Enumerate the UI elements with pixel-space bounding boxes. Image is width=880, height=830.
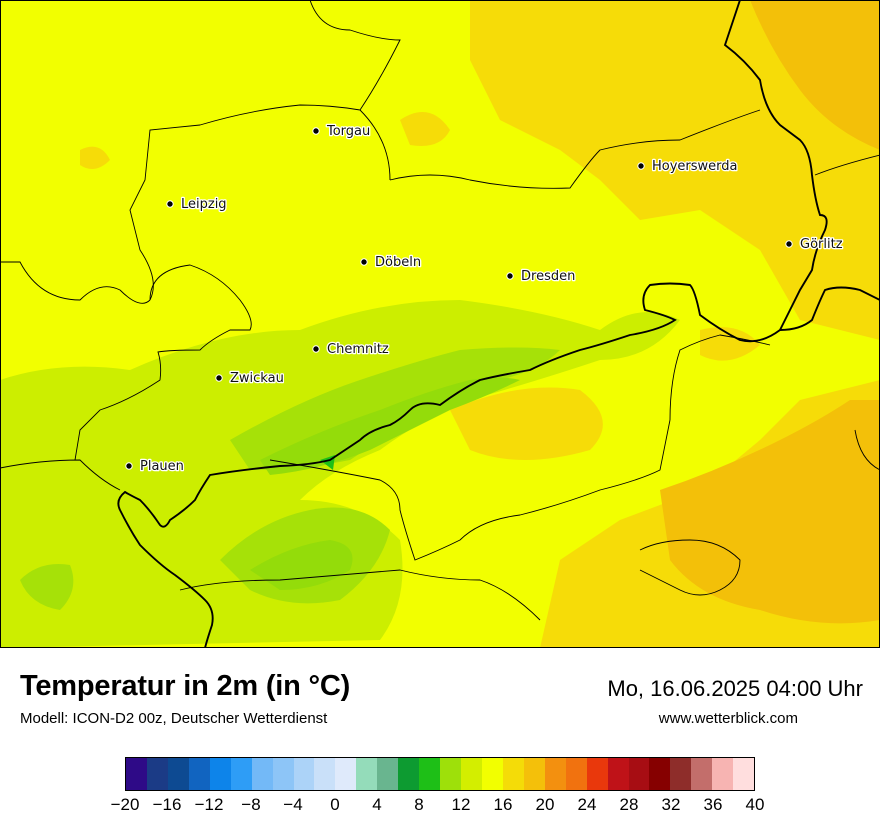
colorbar-tick-label: −8 [241, 795, 261, 814]
website-link[interactable]: www.wetterblick.com [658, 710, 798, 727]
colorbar-tick-label: −16 [152, 795, 182, 814]
colorbar-tick-label: 0 [330, 795, 340, 814]
temperature-map[interactable]: Torgau Hoyerswerda Leipzig Görlitz Döbel… [0, 0, 880, 648]
city-label-hoyerswerda: Hoyerswerda [652, 159, 738, 174]
colorbar-tick-label: 8 [414, 795, 424, 814]
national-borders [117, 0, 880, 648]
colorbar-swatch [293, 758, 315, 790]
district-borders [0, 0, 880, 621]
colorbar-tick-label: 24 [577, 795, 597, 814]
colorbar-swatch [733, 758, 755, 790]
colorbar-swatch [670, 758, 692, 790]
colorbar-swatch [377, 758, 399, 790]
city-chemnitz[interactable]: Chemnitz [312, 341, 390, 358]
colorbar-tick-label: 28 [619, 795, 639, 814]
colorbar-tick-label: −12 [194, 795, 224, 814]
colorbar-tick-label: 36 [703, 795, 723, 814]
city-label-chemnitz: Chemnitz [327, 342, 389, 357]
colorbar-swatch [230, 758, 252, 790]
colorbar-swatch [419, 758, 441, 790]
colorbar-tick-label: 4 [372, 795, 382, 814]
city-markers: Torgau Hoyerswerda Leipzig Görlitz Döbel… [125, 123, 844, 475]
map-footer: Temperatur in 2m (in °C) Modell: ICON-D2… [0, 648, 880, 830]
colorbar-tick-label: 32 [661, 795, 681, 814]
colorbar-swatch [712, 758, 734, 790]
colorbar-tick-label: 16 [493, 795, 513, 814]
colorbar-swatch [481, 758, 503, 790]
city-leipzig[interactable]: Leipzig [166, 196, 228, 213]
city-dresden[interactable]: Dresden [506, 268, 577, 285]
city-goerlitz[interactable]: Görlitz [785, 236, 844, 253]
colorbar-swatch [691, 758, 713, 790]
city-zwickau[interactable]: Zwickau [215, 370, 285, 387]
colorbar-swatch [272, 758, 294, 790]
model-source: Modell: ICON-D2 00z, Deutscher Wetterdie… [20, 710, 328, 727]
colorbar-swatch [649, 758, 671, 790]
colorbar-tick-label: 20 [535, 795, 555, 814]
city-label-leipzig: Leipzig [181, 197, 227, 212]
colorbar-tick-label: −4 [283, 795, 303, 814]
city-label-dresden: Dresden [521, 269, 575, 284]
colorbar-tick-label: 12 [451, 795, 471, 814]
colorbar-swatch [565, 758, 587, 790]
city-label-zwickau: Zwickau [230, 371, 284, 386]
colorbar-swatch [188, 758, 210, 790]
city-hoyerswerda[interactable]: Hoyerswerda [637, 158, 739, 175]
map-title: Temperatur in 2m (in °C) [20, 670, 351, 702]
city-label-torgau: Torgau [326, 124, 370, 139]
forecast-datetime: Mo, 16.06.2025 04:00 Uhr [607, 676, 863, 701]
colorbar-swatch [146, 758, 168, 790]
colorbar-swatch [209, 758, 231, 790]
colorbar-swatch [523, 758, 545, 790]
colorbar-swatch [314, 758, 336, 790]
colorbar-ticks: −20 −16 −12 −8 −4 0 4 8 12 16 20 24 28 32 36 40 [0, 793, 880, 823]
city-label-plauen: Plauen [140, 459, 184, 474]
city-label-goerlitz: Görlitz [800, 237, 843, 252]
colorbar-swatch [335, 758, 357, 790]
city-torgau[interactable]: Torgau [312, 123, 372, 140]
map-canvas: Torgau Hoyerswerda Leipzig Görlitz Döbel… [0, 0, 880, 648]
city-plauen[interactable]: Plauen [125, 458, 185, 475]
colorbar-swatch [502, 758, 524, 790]
colorbar-swatch [607, 758, 629, 790]
colorbar-swatch [586, 758, 608, 790]
colorbar-swatch [440, 758, 461, 790]
colorbar-swatch [461, 758, 482, 790]
cool-temperature-areas [0, 300, 680, 648]
colorbar-tick-label: −20 [110, 795, 140, 814]
colorbar-swatch [398, 758, 420, 790]
colorbar-swatch [167, 758, 189, 790]
colorbar-swatch [251, 758, 273, 790]
temperature-colorbar [125, 757, 755, 791]
colorbar-swatch [126, 758, 147, 790]
colorbar-swatch [356, 758, 378, 790]
coolest-temperature-areas [250, 377, 520, 590]
warmer-temperature-areas [660, 0, 880, 624]
city-doebeln[interactable]: Döbeln [360, 254, 422, 271]
colorbar-swatch [544, 758, 566, 790]
city-label-doebeln: Döbeln [375, 255, 421, 270]
colorbar-tick-label: 40 [745, 795, 765, 814]
colorbar-swatch [628, 758, 650, 790]
